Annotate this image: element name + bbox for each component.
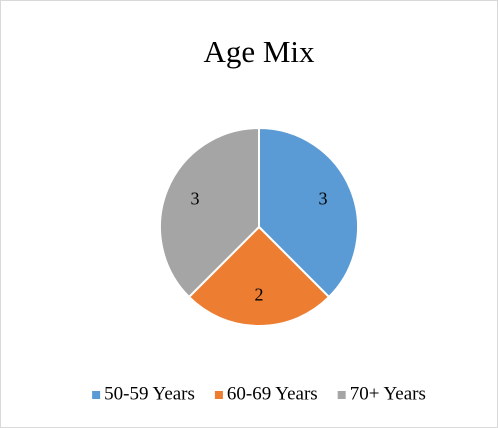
legend-label: 60-69 Years bbox=[227, 383, 318, 404]
legend-swatch bbox=[337, 391, 346, 399]
pie-slice bbox=[258, 126, 359, 299]
data-label: 3 bbox=[319, 189, 328, 209]
legend-swatch bbox=[92, 391, 101, 399]
pie-slice bbox=[159, 126, 260, 299]
legend-label: 70+ Years bbox=[350, 383, 426, 404]
legend-label: 50-59 Years bbox=[104, 383, 195, 404]
data-label: 2 bbox=[255, 284, 264, 304]
chart-title: Age Mix bbox=[203, 34, 315, 69]
legend-swatch bbox=[214, 391, 223, 399]
data-label: 3 bbox=[190, 189, 199, 209]
pie-slice bbox=[187, 225, 331, 327]
